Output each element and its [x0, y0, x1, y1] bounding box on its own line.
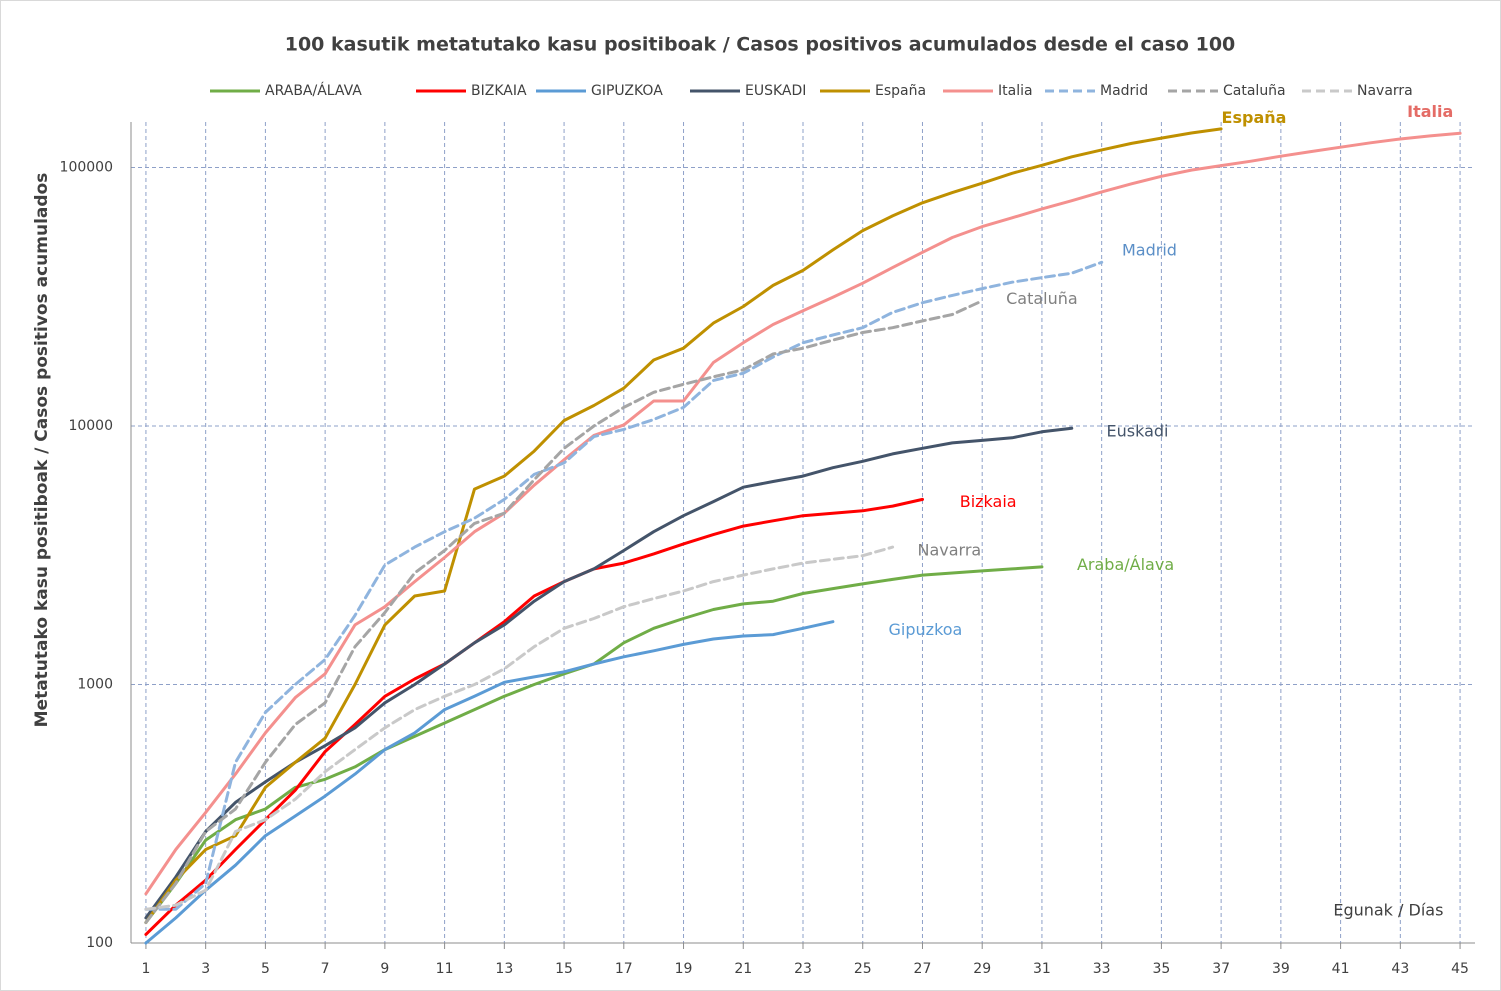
- x-tick-label: 45: [1451, 961, 1469, 977]
- legend-label: EUSKADI: [745, 83, 806, 99]
- x-tick-label: 1: [141, 961, 150, 977]
- x-tick-label: 5: [261, 961, 270, 977]
- x-tick-label: 31: [1033, 961, 1051, 977]
- x-tick-label: 21: [734, 961, 752, 977]
- x-tick-label: 39: [1272, 961, 1290, 977]
- x-tick-label: 25: [854, 961, 872, 977]
- x-tick-label: 19: [675, 961, 693, 977]
- annotation: Euskadi: [1107, 421, 1169, 440]
- legend-label: GIPUZKOA: [591, 83, 663, 99]
- x-tick-label: 13: [495, 961, 513, 977]
- x-tick-label: 15: [555, 961, 573, 977]
- x-tick-label: 9: [380, 961, 389, 977]
- series-line: [144, 299, 984, 924]
- x-tick-label: 27: [914, 961, 932, 977]
- x-tick-label: 23: [794, 961, 812, 977]
- series-line: [144, 545, 895, 911]
- annotation: Bizkaia: [960, 492, 1017, 511]
- annotation: Navarra: [917, 541, 981, 560]
- x-tick-label: 43: [1391, 961, 1409, 977]
- y-tick-label: 1000: [77, 677, 113, 693]
- legend-label: ARABA/ÁLAVA: [265, 82, 362, 99]
- legend-label: Italia: [998, 83, 1033, 99]
- x-tick-label: 11: [436, 961, 454, 977]
- y-tick-label: 100: [86, 935, 113, 951]
- series-line: [144, 497, 924, 936]
- x-tick-label: 3: [201, 961, 210, 977]
- legend-label: Cataluña: [1223, 83, 1286, 99]
- annotation: Araba/Álava: [1077, 555, 1174, 574]
- x-tick-label: 33: [1093, 961, 1111, 977]
- x-tick-label: 29: [973, 961, 991, 977]
- legend-label: España: [875, 83, 926, 99]
- annotation: Italia: [1407, 102, 1453, 121]
- series-line: [144, 131, 1462, 896]
- chart-title: 100 kasutik metatutako kasu positiboak /…: [285, 34, 1236, 56]
- series-line: [144, 620, 835, 945]
- annotation: España: [1222, 108, 1287, 127]
- series-line: [144, 260, 1104, 911]
- x-tick-label: 41: [1332, 961, 1350, 977]
- annotation: Egunak / Días: [1333, 900, 1443, 919]
- x-tick-label: 37: [1212, 961, 1230, 977]
- annotation: Cataluña: [1006, 289, 1078, 308]
- series-line: [144, 127, 1223, 924]
- y-tick-label: 100000: [60, 160, 113, 176]
- y-axis-label: Metatutako kasu positiboak / Casos posit…: [32, 173, 52, 728]
- x-tick-label: 17: [615, 961, 633, 977]
- x-tick-label: 35: [1152, 961, 1170, 977]
- legend-label: Navarra: [1357, 83, 1413, 99]
- x-tick-label: 7: [321, 961, 330, 977]
- legend-label: Madrid: [1100, 83, 1148, 99]
- legend-label: BIZKAIA: [471, 83, 527, 99]
- annotation: Madrid: [1122, 240, 1177, 259]
- y-tick-label: 10000: [68, 418, 113, 434]
- annotation: Gipuzkoa: [889, 620, 963, 639]
